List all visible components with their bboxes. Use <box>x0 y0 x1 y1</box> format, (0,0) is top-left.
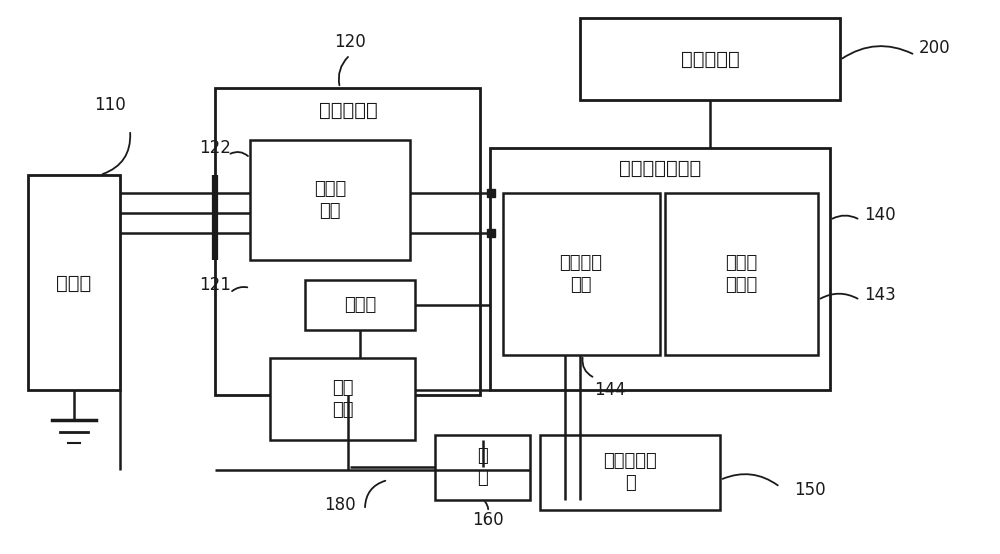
Bar <box>250 140 410 260</box>
Bar <box>305 280 415 330</box>
Text: 事件监测
模块: 事件监测 模块 <box>560 254 602 294</box>
Text: 144: 144 <box>594 381 626 399</box>
Bar <box>215 88 480 395</box>
Text: 协议物
理层: 协议物 理层 <box>314 180 346 220</box>
Bar <box>490 148 830 390</box>
Bar <box>580 18 840 100</box>
Text: 110: 110 <box>94 96 126 114</box>
Bar <box>487 189 495 197</box>
Text: 适配器: 适配器 <box>56 274 92 293</box>
Text: 143: 143 <box>864 286 896 304</box>
Text: 160: 160 <box>472 511 504 529</box>
Text: 200: 200 <box>919 39 951 57</box>
Bar <box>540 435 720 510</box>
Bar <box>28 175 120 390</box>
Text: 122: 122 <box>199 139 231 157</box>
Text: 120: 120 <box>334 33 366 51</box>
Bar <box>270 358 415 440</box>
Text: 数字信号处理器: 数字信号处理器 <box>619 158 701 177</box>
Text: 180: 180 <box>324 496 356 514</box>
Text: 保护
模块: 保护 模块 <box>332 379 354 419</box>
Text: 充电控制器: 充电控制器 <box>319 100 377 120</box>
Bar <box>435 435 530 500</box>
Text: 140: 140 <box>864 206 896 224</box>
Bar <box>503 193 660 355</box>
Text: 电
池: 电 池 <box>478 447 488 487</box>
Text: 150: 150 <box>794 481 826 499</box>
Bar <box>665 193 818 355</box>
Text: 核心处理器: 核心处理器 <box>681 49 739 69</box>
Text: 数据采集模
块: 数据采集模 块 <box>603 452 657 492</box>
Text: 电荷泵: 电荷泵 <box>344 296 376 314</box>
Text: 121: 121 <box>199 276 231 294</box>
Text: 事件生
成模块: 事件生 成模块 <box>725 254 757 294</box>
Bar <box>487 229 495 237</box>
